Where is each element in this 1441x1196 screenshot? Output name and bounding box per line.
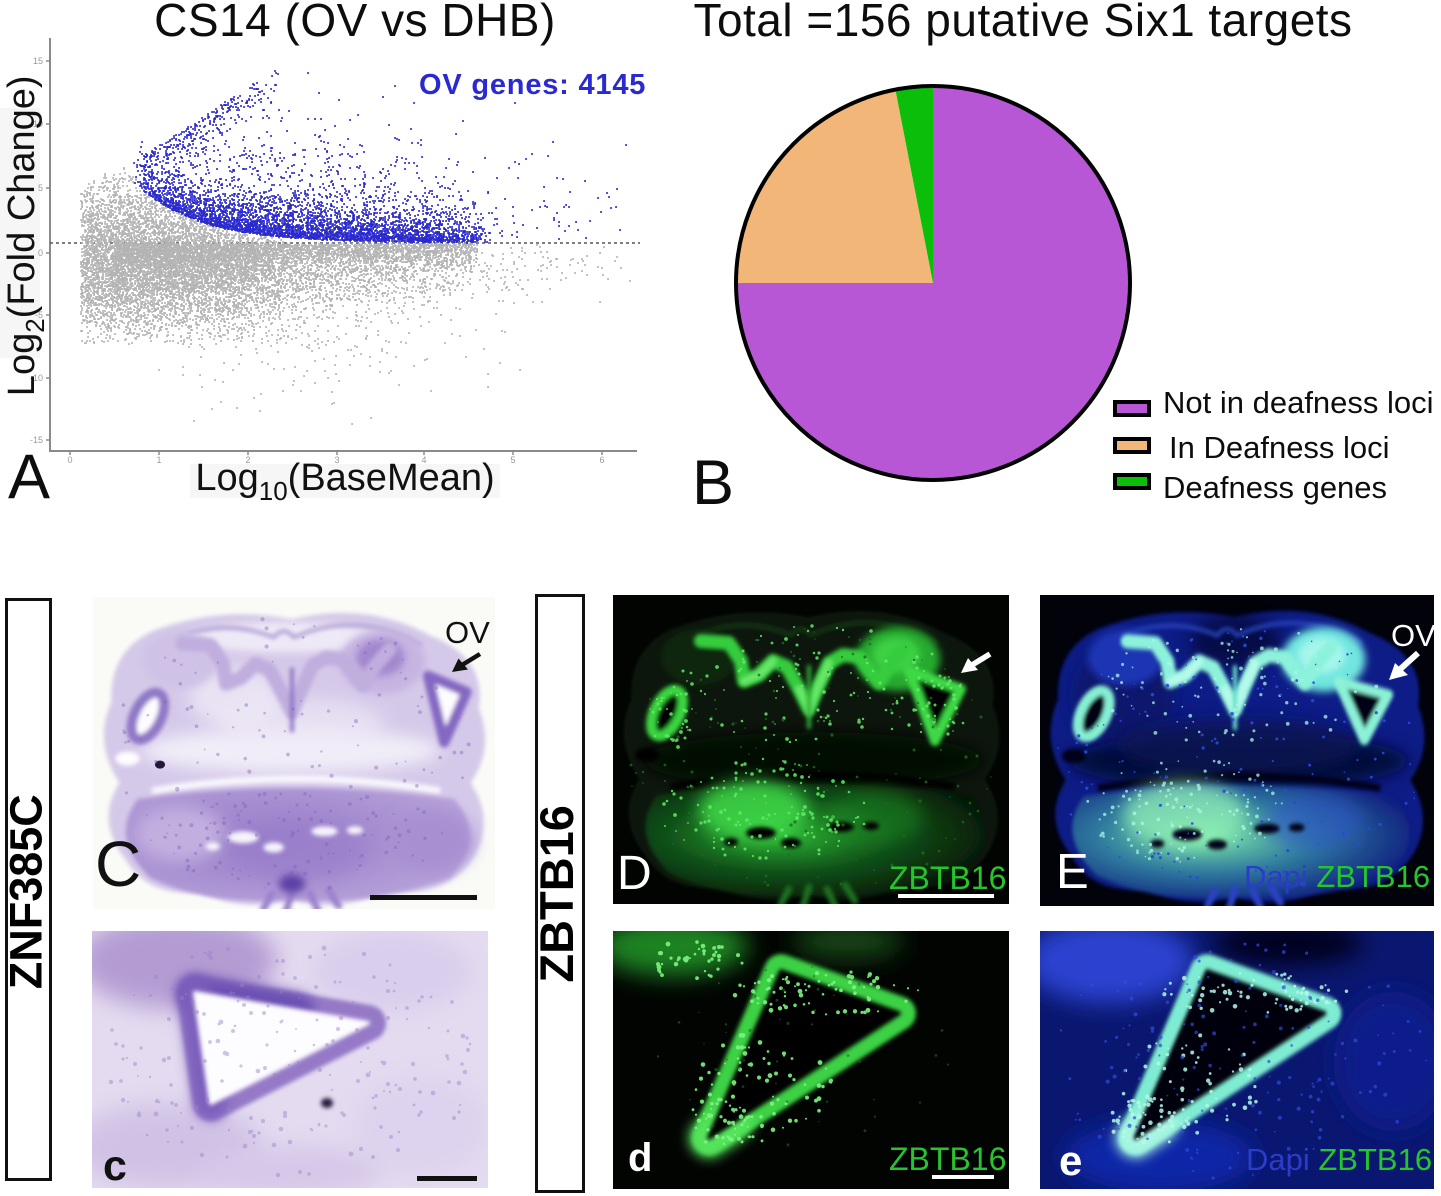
- svg-text:5: 5: [510, 455, 515, 465]
- svg-text:1: 1: [156, 455, 161, 465]
- svg-text:0: 0: [38, 248, 43, 258]
- svg-text:-15: -15: [30, 435, 43, 445]
- svg-text:-5: -5: [35, 310, 43, 320]
- svg-text:2: 2: [245, 455, 250, 465]
- svg-text:15: 15: [33, 56, 43, 66]
- svg-text:3: 3: [334, 455, 339, 465]
- svg-text:0: 0: [67, 455, 72, 465]
- svg-text:-10: -10: [30, 373, 43, 383]
- svg-text:10: 10: [33, 119, 43, 129]
- svg-text:4: 4: [421, 455, 426, 465]
- svg-text:6: 6: [599, 455, 604, 465]
- svg-text:5: 5: [38, 183, 43, 193]
